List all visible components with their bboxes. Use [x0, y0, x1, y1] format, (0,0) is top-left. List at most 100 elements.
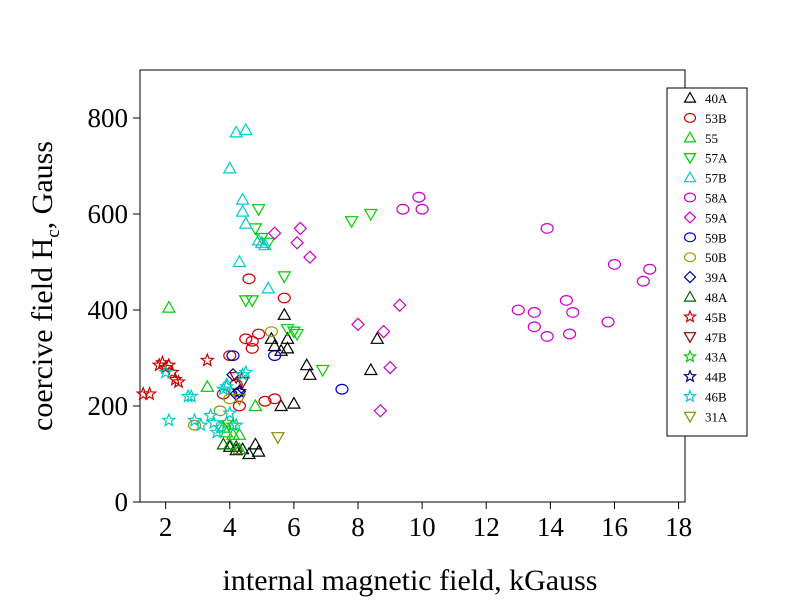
legend-label-55: 55: [705, 131, 718, 146]
x-tick-label-14: 14: [537, 512, 565, 542]
series-57b: [219, 122, 276, 390]
point-59a: [303, 250, 317, 265]
point-59b: [226, 350, 240, 362]
legend-label-46b: 46B: [705, 390, 727, 405]
point-58a: [396, 203, 410, 215]
legend-label-50b: 50B: [705, 250, 727, 265]
point-58a: [540, 331, 554, 342]
y-tick-label-0: 0: [115, 487, 129, 517]
x-tick-label-16: 16: [601, 512, 628, 542]
point-57a: [245, 295, 260, 308]
point-46b: [183, 388, 199, 403]
legend-label-58a: 58A: [705, 191, 728, 206]
legend-marker-57a: [683, 153, 697, 165]
point-40a: [280, 341, 295, 354]
point-46b: [209, 424, 225, 439]
point-57b: [222, 161, 237, 174]
series-46b: [158, 364, 254, 439]
x-tick-label-12: 12: [473, 512, 500, 542]
point-40a: [251, 444, 266, 457]
legend-label-57a: 57A: [705, 151, 728, 166]
point-58a: [601, 316, 615, 328]
legend-label-43a: 43A: [705, 350, 728, 365]
point-57b: [261, 281, 276, 294]
series-57a: [238, 204, 378, 378]
point-53b: [277, 292, 291, 304]
point-58a: [527, 307, 541, 318]
legend-marker-55: [683, 131, 697, 143]
point-48a: [216, 437, 231, 450]
x-tick-label-4: 4: [223, 512, 237, 542]
point-57b: [229, 125, 244, 138]
point-55: [200, 379, 215, 392]
point-58a: [412, 191, 426, 203]
legend-marker-39a: [683, 270, 697, 284]
legend-label-59b: 59B: [705, 230, 727, 245]
point-53b: [223, 350, 237, 362]
point-58a: [511, 304, 525, 316]
point-57a: [286, 326, 301, 339]
point-45b: [142, 386, 158, 401]
point-45b: [199, 352, 215, 367]
y-tick-label-800: 800: [88, 103, 129, 133]
legend-marker-59b: [683, 232, 697, 243]
series-31a: [232, 393, 285, 445]
point-45b: [161, 357, 177, 372]
y-axis-title-subscript: c: [43, 229, 64, 237]
point-59a: [392, 298, 407, 313]
point-59a: [267, 226, 282, 241]
point-40a: [370, 331, 385, 344]
legend-marker-44b: [682, 369, 698, 383]
point-53b: [242, 273, 256, 285]
legend-label-31a: 31A: [705, 409, 728, 424]
y-axis-title-tail: , Gauss: [26, 141, 59, 229]
point-59a: [383, 360, 397, 375]
point-57a: [363, 208, 378, 222]
y-axis-title: coercive field Hc, Gauss: [26, 141, 64, 431]
point-59b: [268, 350, 282, 362]
point-58a: [540, 222, 554, 234]
point-57b: [251, 233, 266, 246]
point-53b: [245, 335, 259, 347]
legend-label-48a: 48A: [705, 290, 728, 305]
point-46b: [238, 364, 254, 379]
point-59a: [290, 235, 304, 250]
point-58a: [562, 328, 577, 340]
legend-marker-47b: [683, 332, 697, 344]
point-40a: [363, 362, 378, 376]
point-59a: [376, 324, 391, 339]
legend-marker-59a: [683, 211, 697, 224]
axis-ticks: 2 4 6 8 10 12 14 16 18 0 200 400 600 800: [88, 103, 693, 542]
point-57b: [254, 235, 269, 248]
legend-label-59a: 59A: [705, 210, 728, 225]
series-48a: [216, 437, 244, 452]
x-tick-label-18: 18: [665, 512, 692, 542]
point-53b: [232, 400, 246, 412]
point-58a: [415, 203, 429, 215]
point-46b: [158, 364, 174, 379]
point-57a: [248, 223, 263, 236]
point-46b: [212, 419, 228, 435]
point-40a: [264, 331, 279, 344]
point-55: [232, 427, 247, 440]
x-tick-label-10: 10: [409, 512, 436, 542]
series-59b: [226, 350, 349, 395]
point-40a: [302, 367, 317, 380]
point-31a: [270, 432, 285, 445]
legend-label-47b: 47B: [705, 330, 727, 345]
point-59a: [373, 403, 388, 418]
point-40a: [299, 357, 314, 371]
point-46b: [222, 405, 238, 420]
data-points: [135, 122, 657, 460]
point-55: [248, 398, 263, 412]
point-50b: [187, 419, 202, 431]
point-46b: [228, 417, 244, 432]
point-58a: [527, 321, 541, 333]
series-45b: [135, 352, 215, 401]
point-57a: [344, 216, 359, 229]
point-40a: [274, 398, 289, 412]
point-57b: [235, 204, 250, 217]
x-tick-label-2: 2: [159, 512, 173, 542]
point-46b: [193, 417, 209, 432]
